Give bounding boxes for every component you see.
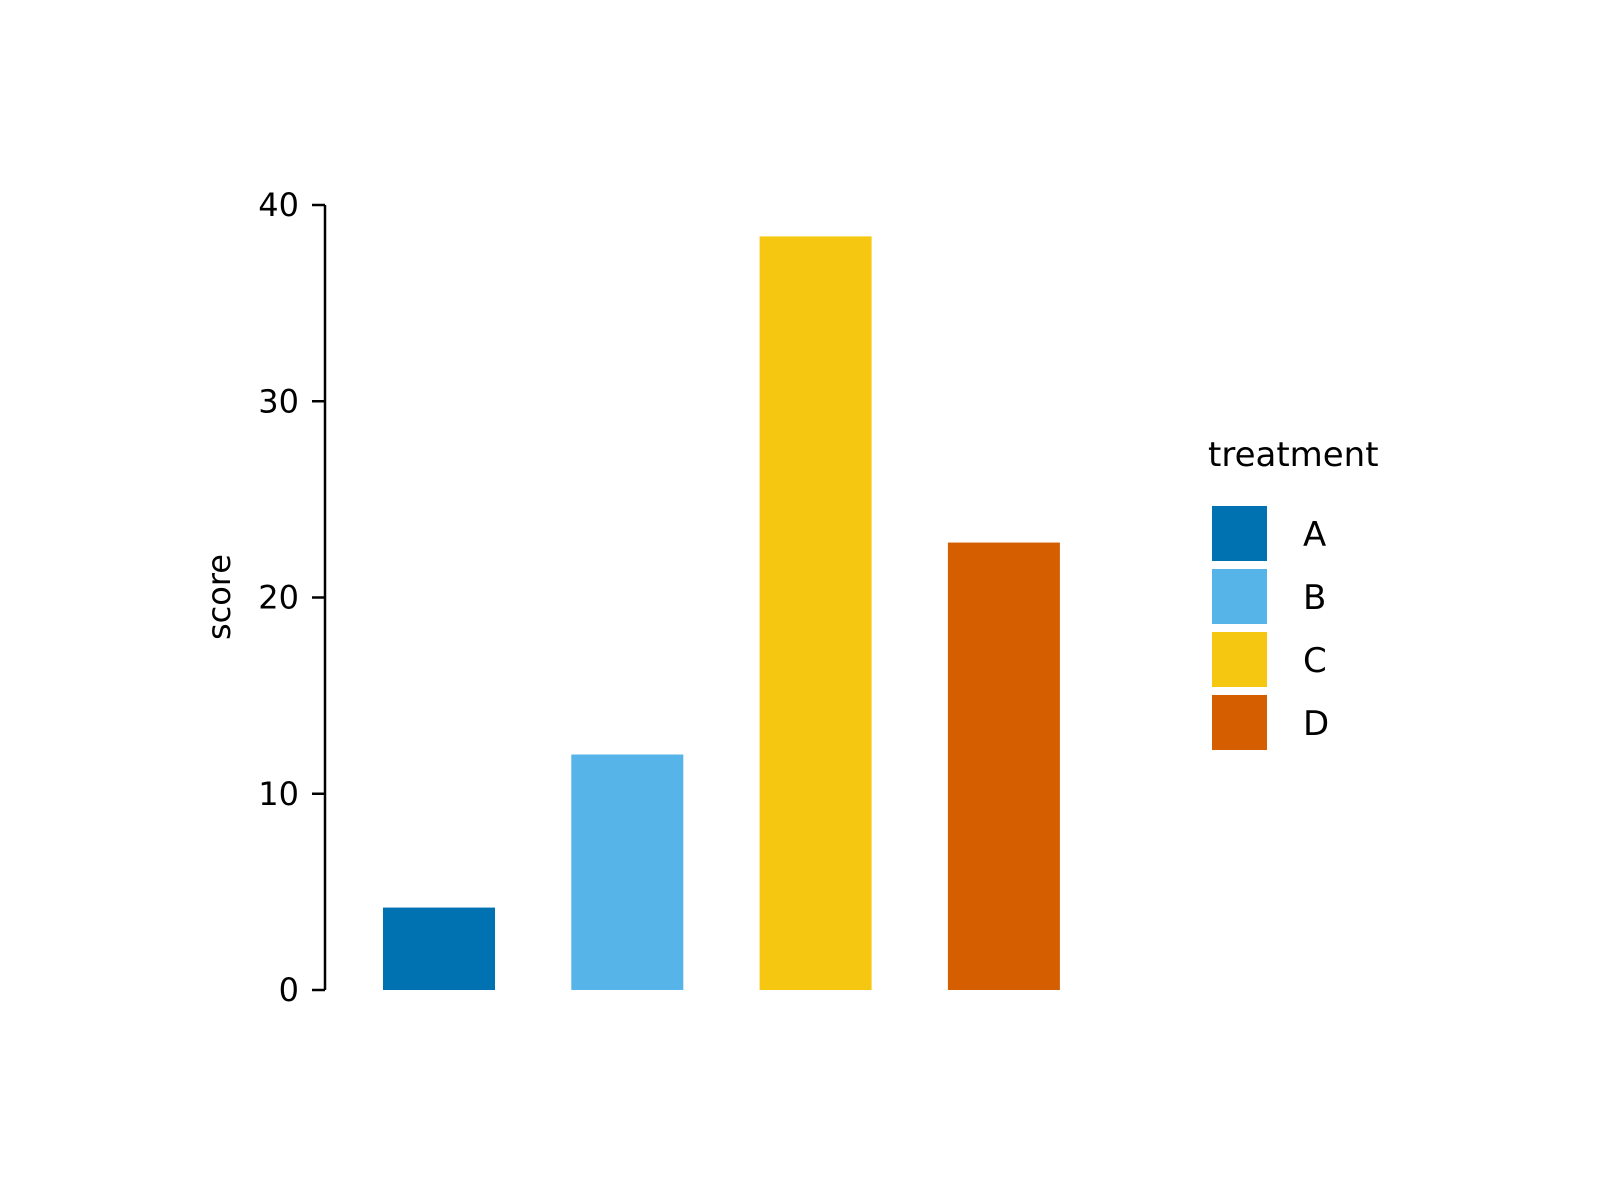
legend-swatch xyxy=(1212,695,1267,750)
legend-swatch xyxy=(1212,569,1267,624)
plot-area xyxy=(383,236,1060,990)
y-axis-ticks: 0 10 20 30 40 xyxy=(258,186,325,1009)
legend-label: D xyxy=(1303,704,1329,744)
bar-D xyxy=(947,542,1060,990)
bar-B xyxy=(571,754,684,990)
y-tick-label: 30 xyxy=(258,382,299,420)
bar-A xyxy=(383,907,495,990)
legend-label: B xyxy=(1303,578,1326,618)
bar-C xyxy=(759,236,872,990)
legend-label: A xyxy=(1303,515,1326,555)
legend-label: C xyxy=(1303,641,1327,681)
y-tick-label: 10 xyxy=(258,775,299,813)
y-tick-label: 0 xyxy=(279,971,299,1009)
legend-swatch xyxy=(1212,632,1267,687)
y-tick-label: 40 xyxy=(258,186,299,224)
y-axis-title: score xyxy=(200,554,238,640)
legend-swatch xyxy=(1212,506,1267,561)
legend-title: treatment xyxy=(1208,435,1379,475)
y-tick-label: 20 xyxy=(258,579,299,617)
